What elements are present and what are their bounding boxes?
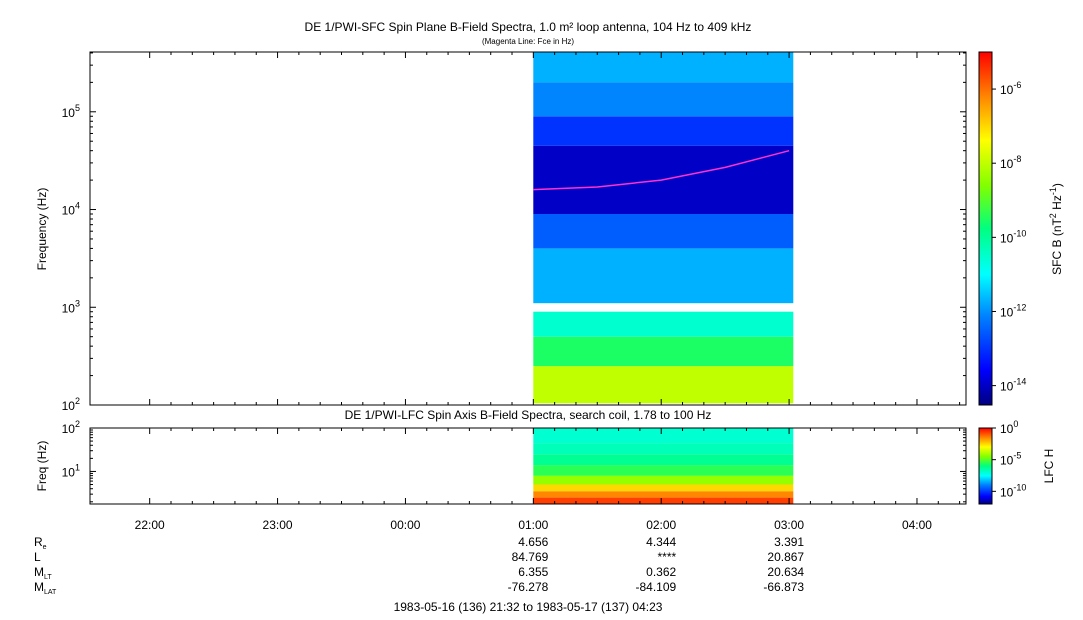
spectral-band	[533, 497, 794, 504]
ephemeris-value: ****	[658, 550, 677, 564]
colorbar-tick-label: 10-14	[1000, 377, 1026, 394]
ephemeris-value: 20.634	[767, 565, 804, 579]
time-tick-label: 00:00	[390, 518, 420, 532]
y-tick-label: 102	[62, 419, 80, 436]
colorbar-tick-label: 10-5	[1000, 451, 1021, 468]
time-tick-label: 01:00	[518, 518, 548, 532]
fce-line	[533, 149, 790, 191]
colorbar-tick-label: 10-12	[1000, 302, 1026, 319]
y-tick-label: 103	[62, 298, 80, 315]
sfc-x-ticks	[149, 52, 961, 405]
lfc-colorbar-label: LFC H	[1042, 449, 1056, 484]
sfc-subtitle: (Magenta Line: Fce in Hz)	[482, 37, 574, 46]
ephemeris-value: -76.278	[508, 580, 549, 594]
colorbar-tick-label: 100	[1000, 419, 1018, 436]
time-range: 1983-05-16 (136) 21:32 to 1983-05-17 (13…	[394, 600, 663, 614]
lfc-x-ticks	[149, 428, 961, 504]
spectral-band	[533, 248, 794, 304]
spectral-band	[533, 465, 794, 476]
ephemeris-row-label: Re	[34, 535, 47, 551]
y-tick-label: 105	[62, 103, 80, 120]
spectral-band	[533, 484, 794, 492]
y-tick-label: 104	[62, 201, 80, 218]
ephemeris-value: 6.355	[518, 565, 548, 579]
y-tick-label: 101	[62, 462, 80, 479]
colorbar-tick-label: 10-10	[1000, 228, 1026, 245]
spectral-band	[533, 428, 794, 444]
ephemeris-value: 0.362	[646, 565, 676, 579]
spectral-band	[533, 116, 794, 146]
sfc-colorbar-ticks: 10-6 10-8 10-10 10-12 10-14	[992, 80, 1026, 394]
spectral-band	[533, 366, 794, 404]
ephemeris-table: Re 4.656 4.344 3.391 L 84.769 **** 20.867 MLT 6.3…	[34, 535, 804, 596]
sfc-y-label: Frequency (Hz)	[35, 188, 49, 271]
sfc-plot-frame	[89, 51, 967, 406]
sfc-colorbar-label: SFC B (nT2 Hz-1)	[1048, 183, 1064, 275]
sfc-y-axis: 102 103 104 105	[62, 52, 966, 413]
spectral-band	[533, 311, 794, 337]
spectral-band	[533, 82, 794, 117]
sfc-spectrogram	[533, 52, 794, 404]
lfc-y-axis: 102 101	[62, 419, 966, 503]
ephemeris-row-label: MLAT	[34, 580, 57, 596]
lfc-colorbar-ticks: 100 10-5 10-10	[992, 419, 1026, 499]
time-tick-label: 23:00	[263, 518, 293, 532]
time-axis-labels: 22:00 23:00 00:00 01:00 02:00 03:00 04:00	[135, 518, 933, 532]
lfc-title: DE 1/PWI-LFC Spin Axis B-Field Spectra, …	[345, 408, 712, 422]
ephemeris-value: 84.769	[512, 550, 549, 564]
colorbar-tick-label: 10-8	[1000, 154, 1021, 171]
colorbar-tick-label: 10-6	[1000, 80, 1021, 97]
time-tick-label: 03:00	[774, 518, 804, 532]
ephemeris-value: 4.344	[646, 535, 676, 549]
spectral-band	[533, 475, 794, 485]
fce-overlay	[533, 149, 790, 191]
spectral-band	[533, 454, 794, 466]
ephemeris-value: -66.873	[763, 580, 804, 594]
ephemeris-value: 3.391	[774, 535, 804, 549]
ephemeris-value: 20.867	[767, 550, 804, 564]
spectral-band	[533, 336, 794, 367]
ephemeris-row-label: L	[34, 550, 41, 564]
sfc-title: DE 1/PWI-SFC Spin Plane B-Field Spectra,…	[305, 20, 752, 34]
lfc-y-label: Freq (Hz)	[35, 441, 49, 492]
sfc-colorbar	[978, 51, 993, 406]
time-tick-label: 22:00	[135, 518, 165, 532]
ephemeris-value: 4.656	[518, 535, 548, 549]
lfc-colorbar	[978, 427, 993, 505]
y-tick-label: 102	[62, 396, 80, 413]
time-tick-label: 04:00	[902, 518, 932, 532]
spectral-band	[533, 214, 794, 249]
colorbar-tick-label: 10-10	[1000, 482, 1026, 499]
ephemeris-row-label: MLT	[34, 565, 52, 581]
spectral-band	[533, 491, 794, 498]
spectral-band	[533, 443, 794, 455]
time-tick-label: 02:00	[646, 518, 676, 532]
lfc-spectrogram	[533, 428, 794, 504]
ephemeris-value: -84.109	[636, 580, 677, 594]
spectral-band	[533, 52, 794, 83]
lfc-plot-frame	[89, 427, 967, 505]
